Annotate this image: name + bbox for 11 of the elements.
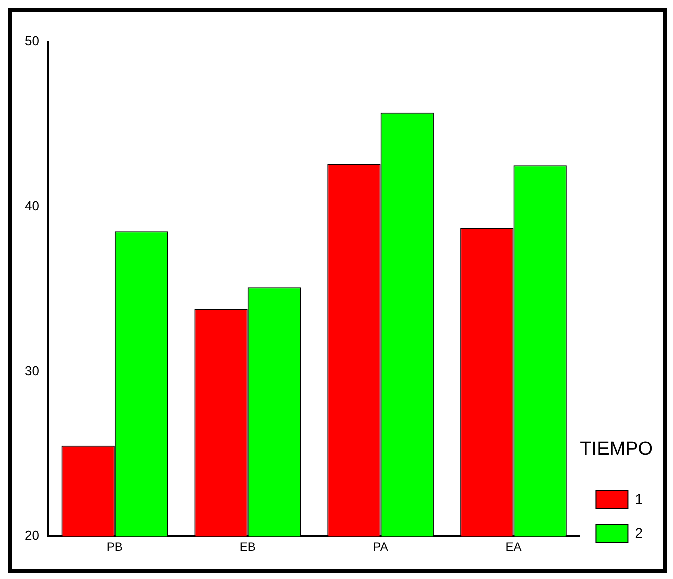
y-tick-label: 50 — [24, 34, 40, 49]
legend-label: 2 — [635, 524, 644, 541]
x-tick-label: PA — [373, 540, 388, 554]
y-tick-label: 20 — [24, 528, 40, 544]
x-tick-label: EA — [506, 540, 522, 554]
x-tick-label: EB — [240, 540, 256, 554]
y-tick-label: 30 — [24, 363, 40, 378]
legend-title: TIEMPO — [580, 438, 654, 460]
x-tick-label: PB — [106, 540, 123, 554]
y-tick-label: 40 — [24, 198, 40, 214]
legend-label: 1 — [635, 490, 644, 507]
